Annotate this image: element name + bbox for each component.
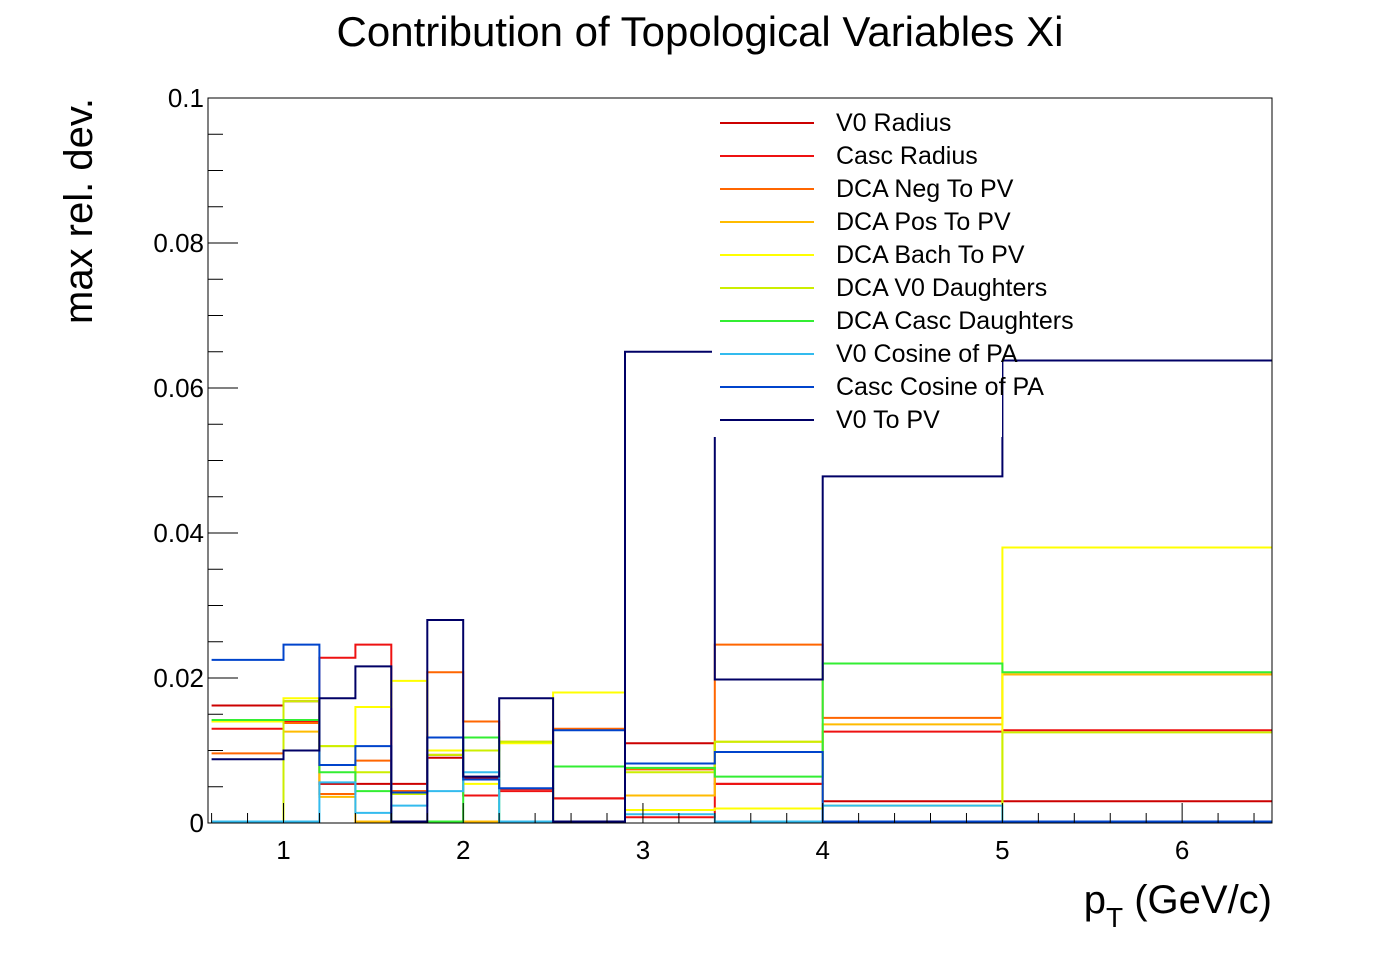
legend-item-label: DCA Bach To PV bbox=[836, 241, 1025, 269]
series-line-10 bbox=[211, 350, 1272, 823]
x-axis-label-unit: (GeV/c) bbox=[1123, 878, 1272, 922]
y-tick-label: 0.02 bbox=[153, 663, 204, 693]
y-tick-label: 0 bbox=[190, 808, 204, 838]
legend-item-label: DCA Neg To PV bbox=[836, 175, 1014, 203]
legend-box bbox=[712, 105, 1002, 437]
axes-layer: 0 0.02 0.04 0.06 0.08 0.1 1 2 3 4 5 6 bbox=[153, 83, 1273, 865]
y-tick-label: 0.04 bbox=[153, 518, 204, 548]
series-line-4 bbox=[211, 673, 1272, 823]
series-layer bbox=[211, 350, 1272, 823]
series-line-6 bbox=[211, 700, 1272, 823]
legend: V0 Radius Casc Radius DCA Neg To PV DCA Pos… bbox=[712, 105, 1074, 437]
y-tick-label: 0.08 bbox=[153, 228, 204, 258]
y-axis-label: max rel. dev. bbox=[57, 98, 101, 324]
legend-item-label: Casc Radius bbox=[836, 142, 978, 170]
y-tick-label: 0.1 bbox=[168, 83, 204, 113]
series-line-2 bbox=[211, 643, 1272, 819]
legend-item-label: DCA V0 Daughters bbox=[836, 274, 1047, 302]
x-axis-label-main: p bbox=[1084, 878, 1106, 922]
series-line-3 bbox=[211, 643, 1272, 795]
legend-item-label: DCA Pos To PV bbox=[836, 208, 1011, 236]
chart-title: Contribution of Topological Variables Xi bbox=[337, 8, 1064, 55]
legend-item-label: DCA Casc Daughters bbox=[836, 307, 1074, 335]
x-axis-label: pT (GeV/c) bbox=[1084, 878, 1272, 933]
legend-item-label: V0 To PV bbox=[836, 406, 940, 434]
series-line-8 bbox=[211, 771, 1272, 823]
y-tick-label: 0.06 bbox=[153, 373, 204, 403]
legend-item-label: V0 Cosine of PA bbox=[836, 340, 1018, 368]
series-line-9 bbox=[211, 643, 1272, 823]
x-axis-label-subscript: T bbox=[1106, 902, 1123, 933]
legend-item-label: V0 Radius bbox=[836, 109, 951, 137]
x-tick-label: 1 bbox=[276, 835, 290, 865]
x-tick-label: 3 bbox=[636, 835, 650, 865]
legend-item-label: Casc Cosine of PA bbox=[836, 373, 1044, 401]
x-tick-label: 2 bbox=[456, 835, 470, 865]
x-tick-label: 5 bbox=[995, 835, 1009, 865]
x-tick-label: 6 bbox=[1175, 835, 1189, 865]
x-tick-label: 4 bbox=[815, 835, 829, 865]
